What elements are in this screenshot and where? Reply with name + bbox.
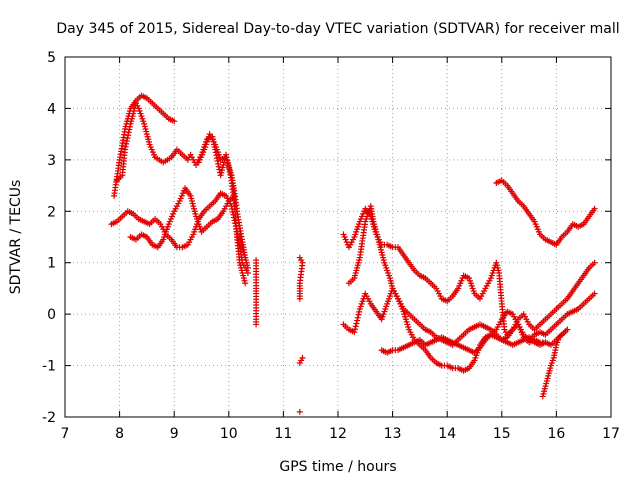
data-point [123, 140, 130, 147]
x-tick-label: 14 [438, 426, 456, 442]
data-point [125, 129, 132, 136]
plot-frame [64, 56, 612, 418]
data-point [244, 270, 251, 276]
data-point [356, 308, 363, 315]
data-point [230, 214, 237, 221]
data-point [126, 126, 133, 133]
data-point [232, 223, 239, 230]
y-tick-label: 3 [47, 153, 56, 169]
data-point [242, 280, 249, 287]
data-point [557, 333, 564, 339]
data-point [123, 138, 130, 144]
data-point [564, 326, 571, 333]
series-s12 [493, 177, 598, 248]
data-point [355, 311, 362, 318]
series-s13 [539, 326, 571, 400]
x-tick-label: 13 [384, 426, 402, 442]
y-tick-label: 5 [47, 50, 56, 66]
data-point [253, 321, 260, 328]
data-point [591, 205, 598, 212]
x-tick-label: 16 [547, 426, 565, 442]
data-point [122, 146, 129, 153]
data-point [296, 408, 303, 415]
data-point [354, 317, 361, 324]
data-point [214, 158, 221, 164]
data-point [354, 314, 361, 321]
y-tick-label: 1 [47, 256, 56, 272]
data-point [228, 203, 235, 210]
data-point [229, 206, 236, 212]
x-tick-label: 10 [220, 426, 238, 442]
data-points [108, 92, 598, 415]
x-tick-label: 17 [602, 426, 620, 442]
x-tick-label: 8 [115, 426, 124, 442]
x-tick-label: 15 [493, 426, 511, 442]
data-point [122, 143, 129, 150]
y-tick-label: 4 [47, 101, 56, 117]
data-point [542, 339, 549, 346]
data-point [124, 135, 131, 142]
data-point [215, 163, 222, 170]
series-s6 [253, 257, 260, 328]
data-point [171, 118, 178, 125]
grid [64, 56, 612, 418]
x-axis-label: GPS time / hours [279, 459, 396, 475]
data-point [232, 220, 239, 227]
y-tick-label: 0 [47, 307, 56, 323]
data-point [296, 360, 303, 366]
data-point [591, 290, 598, 297]
data-point [352, 323, 359, 330]
data-point [296, 295, 303, 302]
x-tick-label: 12 [329, 426, 347, 442]
data-point [244, 264, 251, 271]
data-point [352, 326, 359, 333]
y-tick-label: -2 [42, 410, 56, 426]
x-tick-label: 7 [61, 426, 70, 442]
series-s9 [345, 203, 598, 348]
series-s7 [296, 254, 306, 415]
data-point [591, 259, 598, 266]
series-s11 [378, 331, 549, 356]
y-axis-label: SDTVAR / TECUs [8, 180, 24, 295]
data-point [353, 320, 360, 327]
y-tick-label: -1 [42, 359, 56, 375]
series-s5 [195, 131, 249, 261]
data-point [213, 155, 220, 162]
data-point [126, 123, 133, 130]
data-point [351, 329, 358, 336]
series-s8 [340, 205, 598, 343]
data-point [242, 254, 249, 261]
x-tick-label: 11 [274, 426, 292, 442]
series-s4 [127, 185, 251, 271]
y-tick-label: 2 [47, 204, 56, 220]
data-point [125, 132, 132, 139]
data-point [215, 160, 222, 167]
x-tick-label: 9 [170, 426, 179, 442]
chart-title: Day 345 of 2015, Sidereal Day-to-day VTE… [56, 21, 619, 37]
data-point [233, 226, 240, 232]
data-point [231, 217, 238, 224]
data-point [230, 211, 237, 218]
